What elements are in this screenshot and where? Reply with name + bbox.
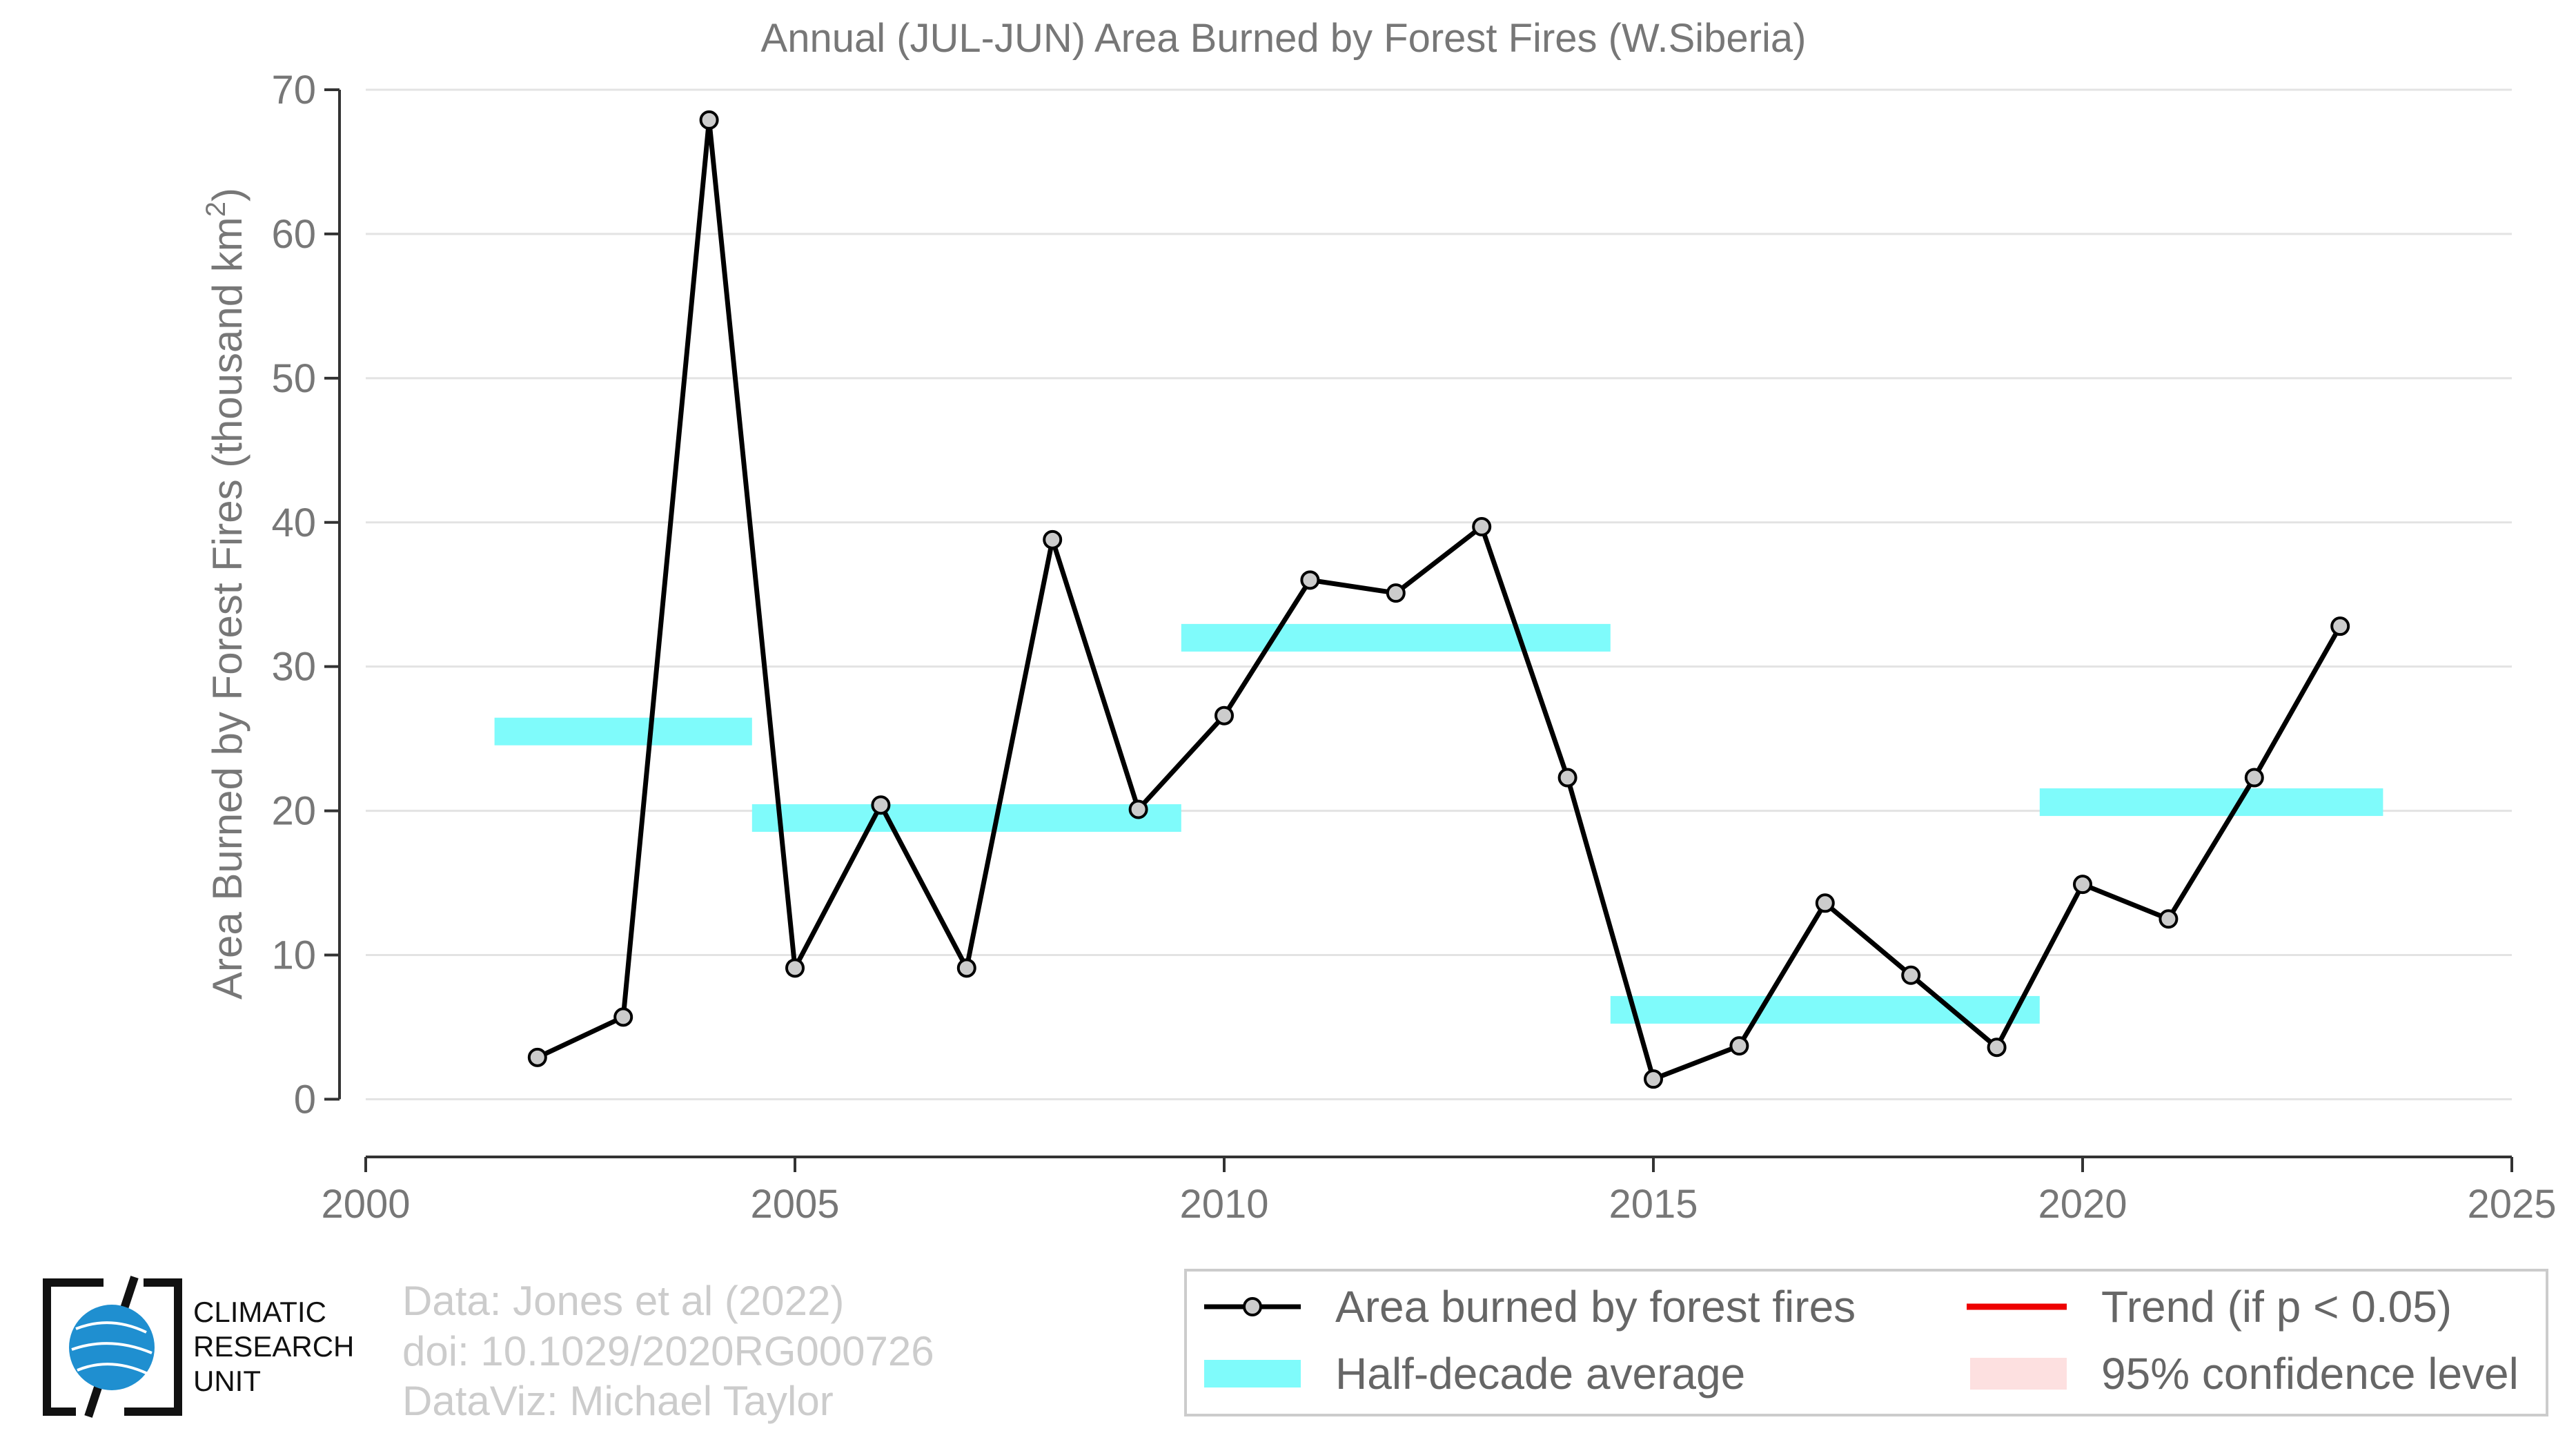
x-tick-label: 2010 xyxy=(1179,1182,1268,1227)
data-point xyxy=(2330,616,2350,636)
y-tick-label: 60 xyxy=(271,212,316,257)
data-point xyxy=(785,958,805,978)
y-axis-title-close: ) xyxy=(204,188,250,202)
legend-label-trend: Trend (if p < 0.05) xyxy=(2101,1282,2452,1332)
y-axis-title: Area Burned by Forest Fires (thousand km… xyxy=(201,188,250,1000)
data-point xyxy=(1987,1038,2007,1058)
y-tick-label: 20 xyxy=(271,789,316,834)
data-point xyxy=(1472,517,1492,537)
y-tick-label: 40 xyxy=(271,500,316,545)
y-tick-label: 10 xyxy=(271,933,316,978)
half-decade-average-bar xyxy=(494,717,752,746)
credits: Data: Jones et al (2022) doi: 10.1029/20… xyxy=(402,1278,934,1424)
grid xyxy=(366,88,2512,1100)
data-point xyxy=(2073,875,2092,895)
data-point xyxy=(1729,1036,1749,1056)
legend: Area burned by forest fires Half-decade … xyxy=(1184,1269,2548,1416)
legend-label-series: Area burned by forest fires xyxy=(1335,1282,1856,1332)
logo-line-2: RESEARCH xyxy=(193,1330,354,1363)
y-tick-label: 0 xyxy=(294,1077,316,1122)
data-point xyxy=(1386,583,1406,603)
y-tick-label: 70 xyxy=(271,68,316,113)
data-point xyxy=(871,795,891,815)
logo-line-1: CLIMATIC xyxy=(193,1296,326,1328)
data-point xyxy=(699,110,719,130)
x-tick-label: 2020 xyxy=(2038,1182,2127,1227)
logo-bracket-right xyxy=(124,1278,182,1416)
data-point xyxy=(2244,768,2264,788)
data-point xyxy=(1300,570,1320,590)
credit-doi: doi: 10.1029/2020RG000726 xyxy=(402,1328,934,1374)
globe-lines xyxy=(71,1321,153,1375)
series-area-burned xyxy=(527,110,2350,1089)
logo: CLIMATIC RESEARCH UNIT xyxy=(43,1276,354,1418)
credit-data: Data: Jones et al (2022) xyxy=(402,1278,844,1324)
legend-confidence-swatch xyxy=(1970,1358,2067,1390)
half-decade-average-bar xyxy=(2039,788,2383,817)
x-tick-label: 2025 xyxy=(2467,1182,2556,1227)
y-tick-label: 50 xyxy=(271,356,316,401)
data-point xyxy=(1215,705,1234,726)
logo-bracket-left xyxy=(43,1278,104,1416)
logo-line-3: UNIT xyxy=(193,1365,261,1397)
series-line xyxy=(536,119,2343,1082)
data-point xyxy=(1128,799,1148,819)
half-decade-average-bars xyxy=(494,623,2383,1024)
data-point xyxy=(613,1007,633,1027)
chart-title: Annual (JUL-JUN) Area Burned by Forest F… xyxy=(761,16,1807,61)
half-decade-average-bar xyxy=(1181,623,1611,652)
axes: 0 10 20 30 40 50 60 70 2000 2005 2010 2015 2020 2025 xyxy=(271,68,2556,1227)
y-tick-label: 30 xyxy=(271,645,316,690)
legend-average-swatch xyxy=(1204,1360,1301,1387)
half-decade-average-bar xyxy=(1610,995,2040,1024)
x-tick-label: 2015 xyxy=(1609,1182,1698,1227)
data-point xyxy=(527,1047,547,1067)
data-point xyxy=(2159,909,2179,929)
legend-label-confidence: 95% confidence level xyxy=(2101,1349,2519,1399)
data-point xyxy=(1043,529,1063,549)
x-tick-label: 2000 xyxy=(321,1182,410,1227)
y-axis-title-main: Area Burned by Forest Fires (thousand km xyxy=(204,217,250,1000)
data-point xyxy=(1901,965,1921,985)
data-point xyxy=(1644,1069,1663,1089)
data-point xyxy=(1815,893,1835,913)
legend-label-average: Half-decade average xyxy=(1335,1349,1745,1399)
legend-marker-swatch xyxy=(1243,1297,1262,1316)
data-point xyxy=(1557,768,1577,788)
y-axis-title-sup: 2 xyxy=(201,202,231,217)
credit-dataviz: DataViz: Michael Taylor xyxy=(402,1378,834,1424)
legend-box xyxy=(1184,1269,2548,1416)
half-decade-average-bar xyxy=(751,804,1181,832)
x-tick-label: 2005 xyxy=(750,1182,839,1227)
data-point xyxy=(956,958,976,978)
